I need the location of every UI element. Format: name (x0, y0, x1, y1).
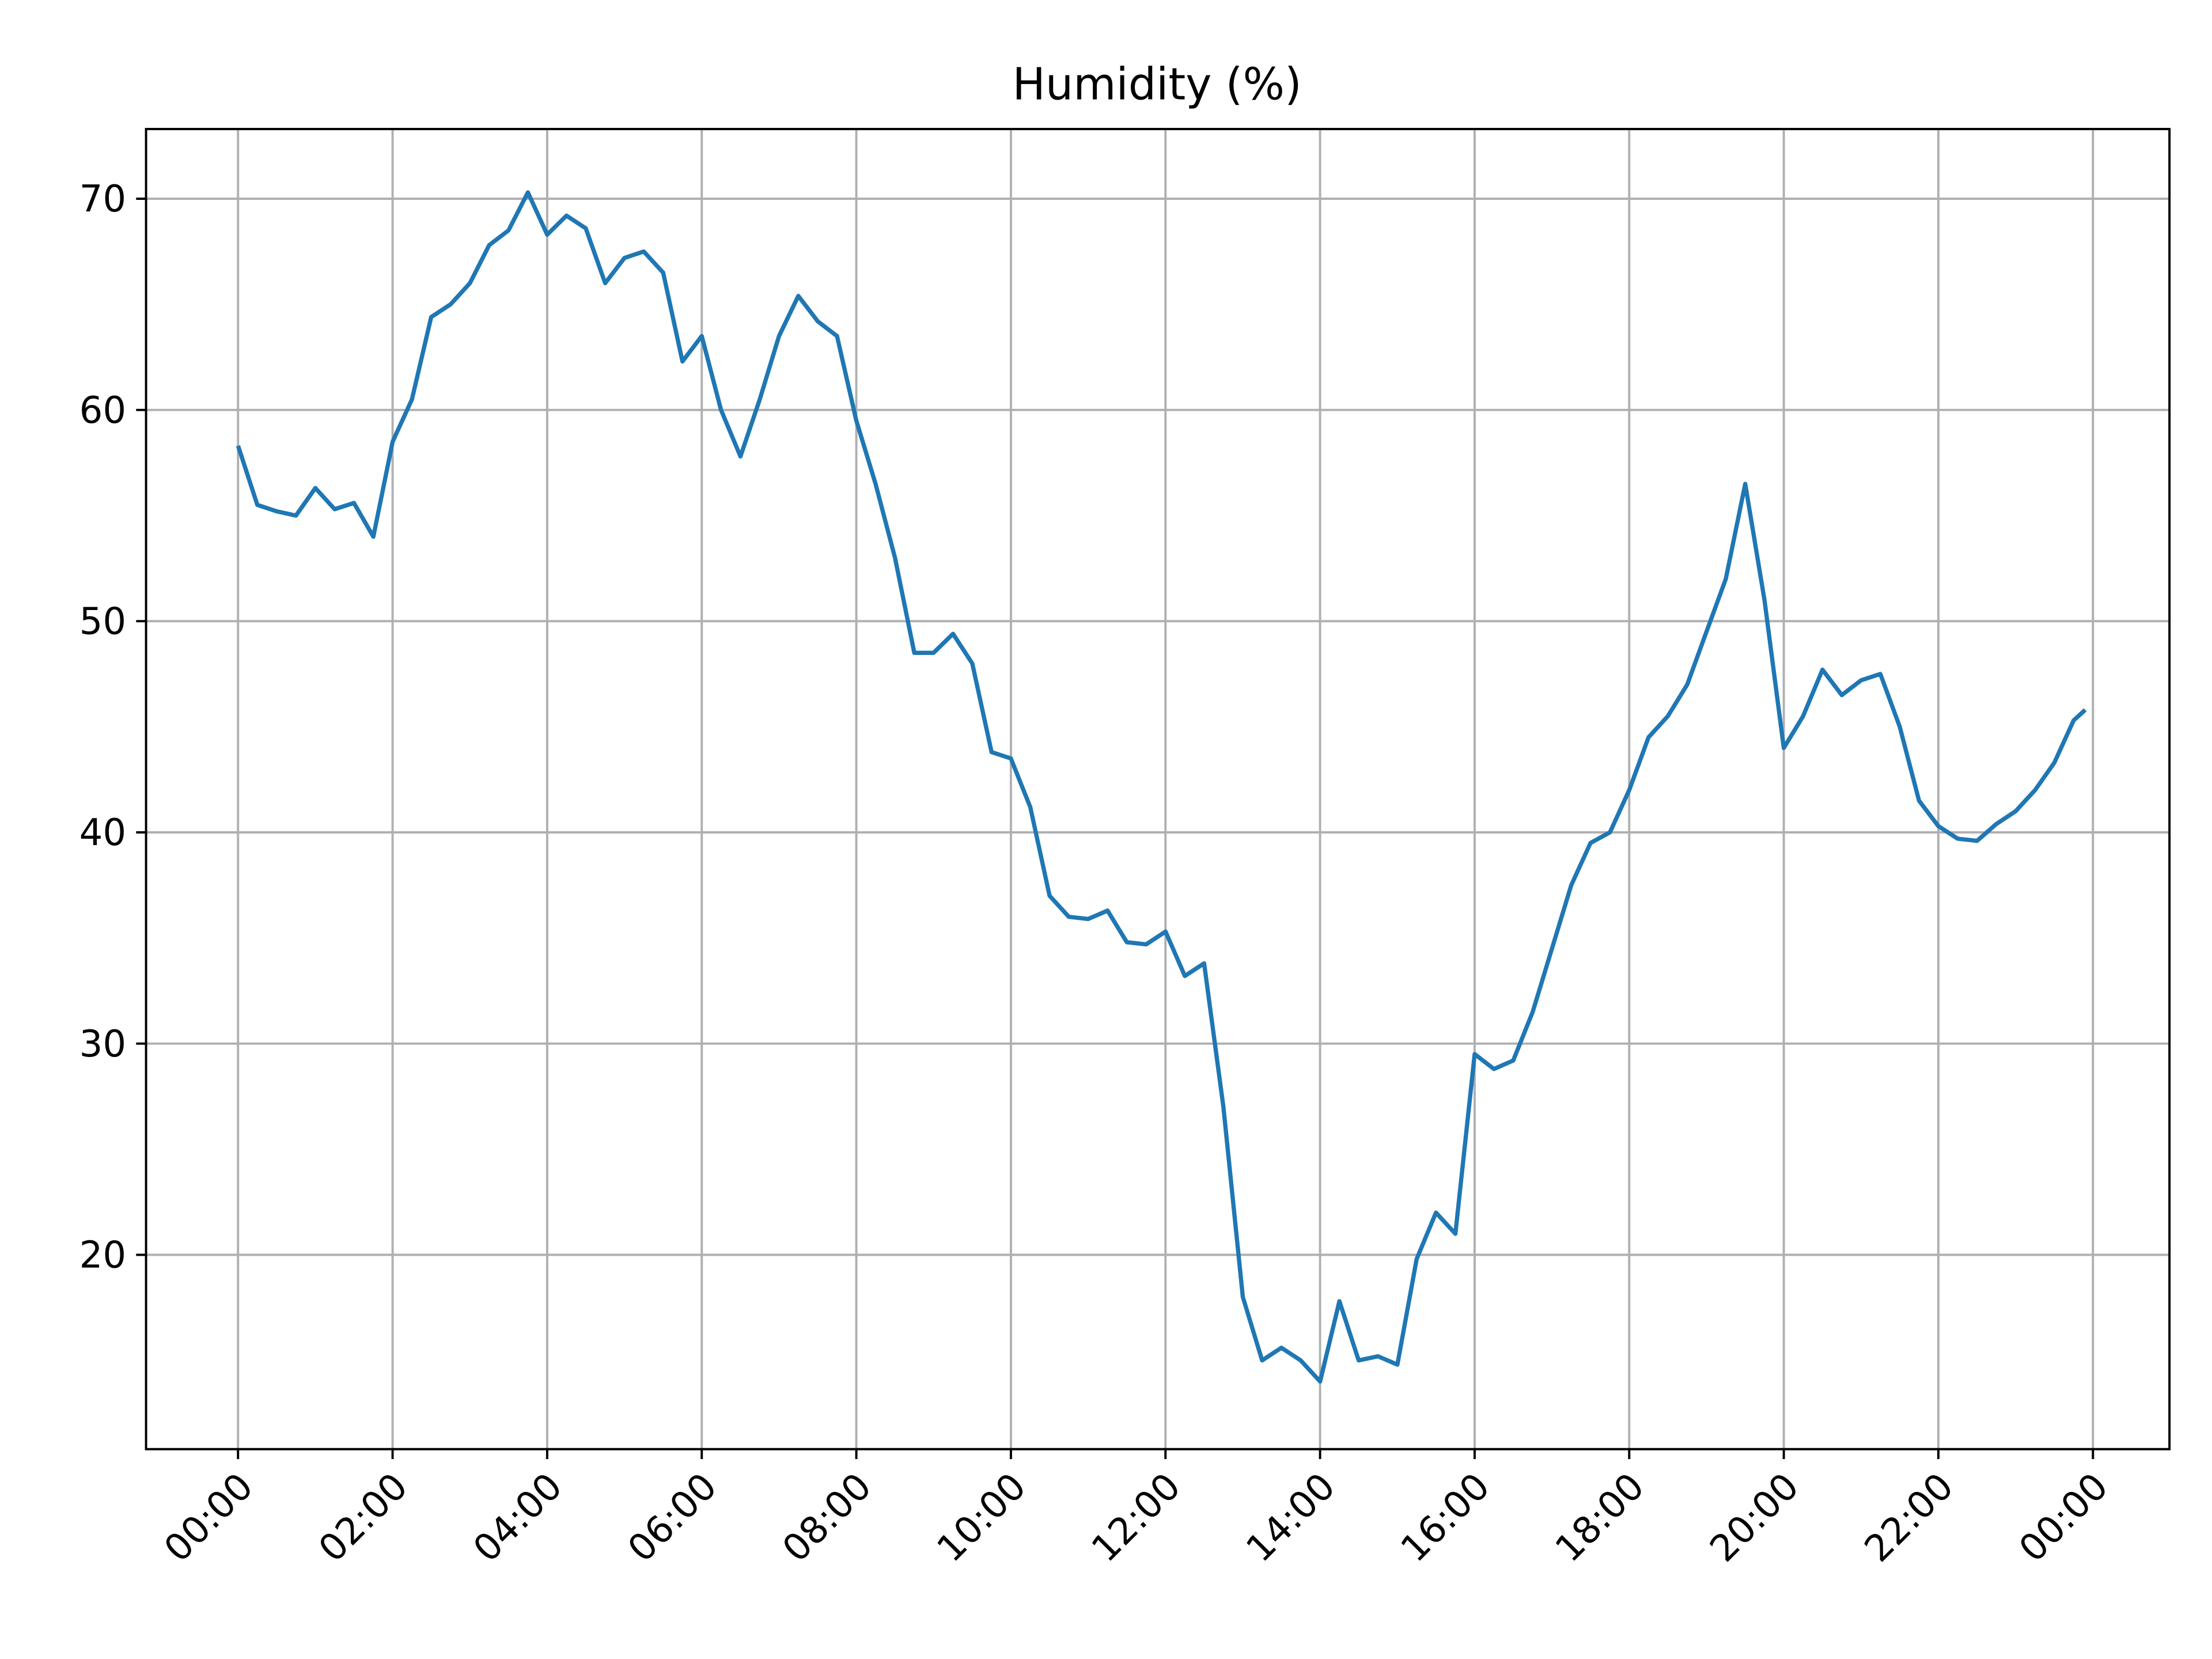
y-tick-label: 30 (79, 1023, 126, 1066)
y-tick-label: 20 (79, 1234, 126, 1277)
y-tick-label: 60 (79, 389, 126, 432)
y-tick-label: 70 (79, 178, 126, 221)
y-tick-label: 50 (79, 600, 126, 643)
chart-title: Humidity (%) (1012, 58, 1301, 109)
data-line (236, 190, 2087, 1384)
y-tick-label: 40 (79, 812, 126, 854)
plot-frame (145, 128, 2171, 1450)
